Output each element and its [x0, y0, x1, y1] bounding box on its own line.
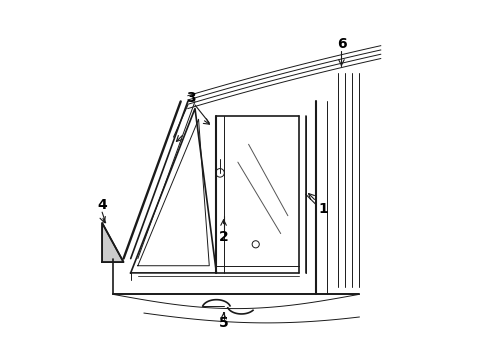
Polygon shape: [102, 223, 123, 262]
Text: 5: 5: [219, 316, 228, 330]
Text: 6: 6: [337, 37, 346, 51]
Text: 3: 3: [187, 91, 196, 105]
Text: 1: 1: [318, 202, 328, 216]
Text: 2: 2: [219, 230, 228, 244]
Text: 4: 4: [97, 198, 107, 212]
